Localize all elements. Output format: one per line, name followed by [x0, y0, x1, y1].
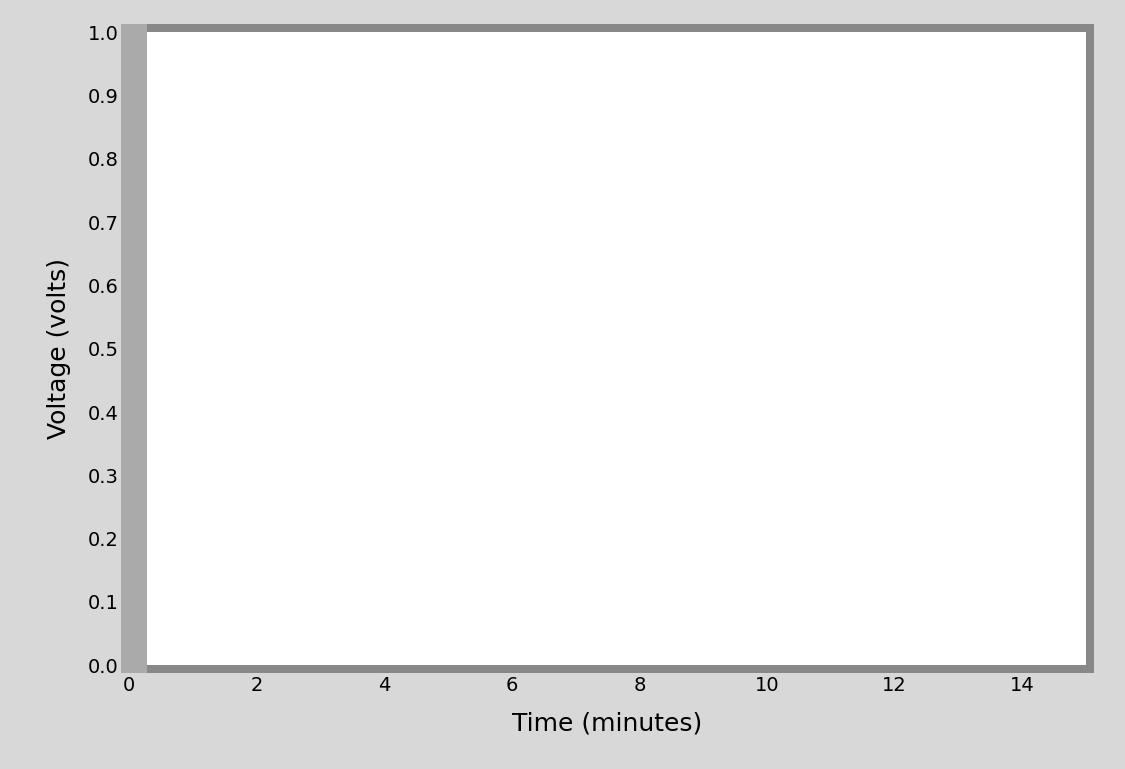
X-axis label: Time (minutes): Time (minutes) — [512, 711, 703, 735]
Bar — [122, 25, 1094, 673]
Bar — [129, 32, 1086, 665]
Y-axis label: Voltage (volts): Voltage (volts) — [47, 258, 71, 439]
Bar — [122, 25, 147, 673]
